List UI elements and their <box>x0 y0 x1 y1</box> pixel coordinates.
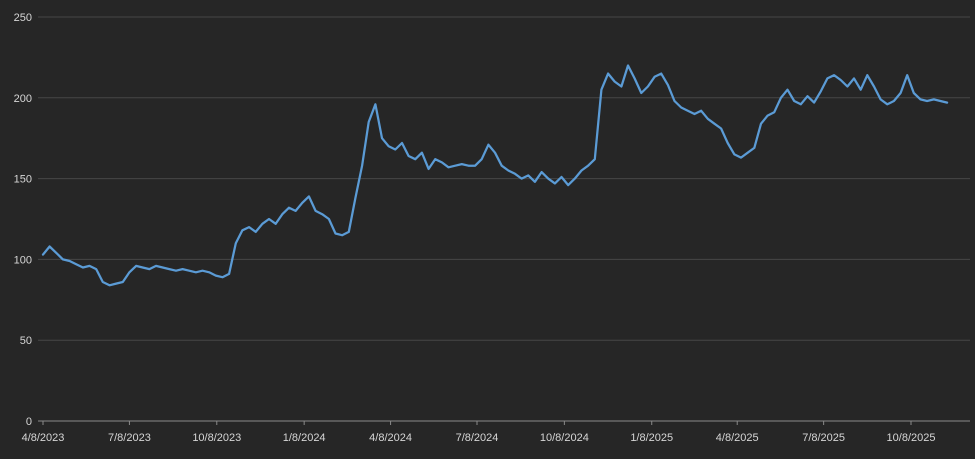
x-axis-tick-label: 4/8/2025 <box>716 432 759 444</box>
y-axis-tick-label: 0 <box>26 416 32 428</box>
x-axis-tick-label: 1/8/2025 <box>630 432 673 444</box>
y-axis-tick-label: 150 <box>14 174 32 186</box>
y-axis-tick-label: 100 <box>14 254 32 266</box>
x-axis-tick-label: 1/8/2024 <box>283 432 326 444</box>
y-axis-tick-label: 50 <box>20 335 32 347</box>
y-axis-tick-label: 250 <box>14 12 32 24</box>
x-axis-tick-label: 4/8/2024 <box>369 432 412 444</box>
x-axis-tick-label: 7/8/2025 <box>802 432 845 444</box>
series-line-price <box>41 64 949 287</box>
x-axis-tick-label: 10/8/2025 <box>887 432 936 444</box>
x-axis-tick-label: 10/8/2024 <box>540 432 589 444</box>
y-axis-tick-label: 200 <box>14 93 32 105</box>
x-axis-tick-label: 7/8/2023 <box>108 432 151 444</box>
x-axis-tick-label: 10/8/2023 <box>192 432 241 444</box>
x-axis-tick-label: 7/8/2024 <box>456 432 499 444</box>
x-axis-tick-label: 4/8/2023 <box>22 432 65 444</box>
